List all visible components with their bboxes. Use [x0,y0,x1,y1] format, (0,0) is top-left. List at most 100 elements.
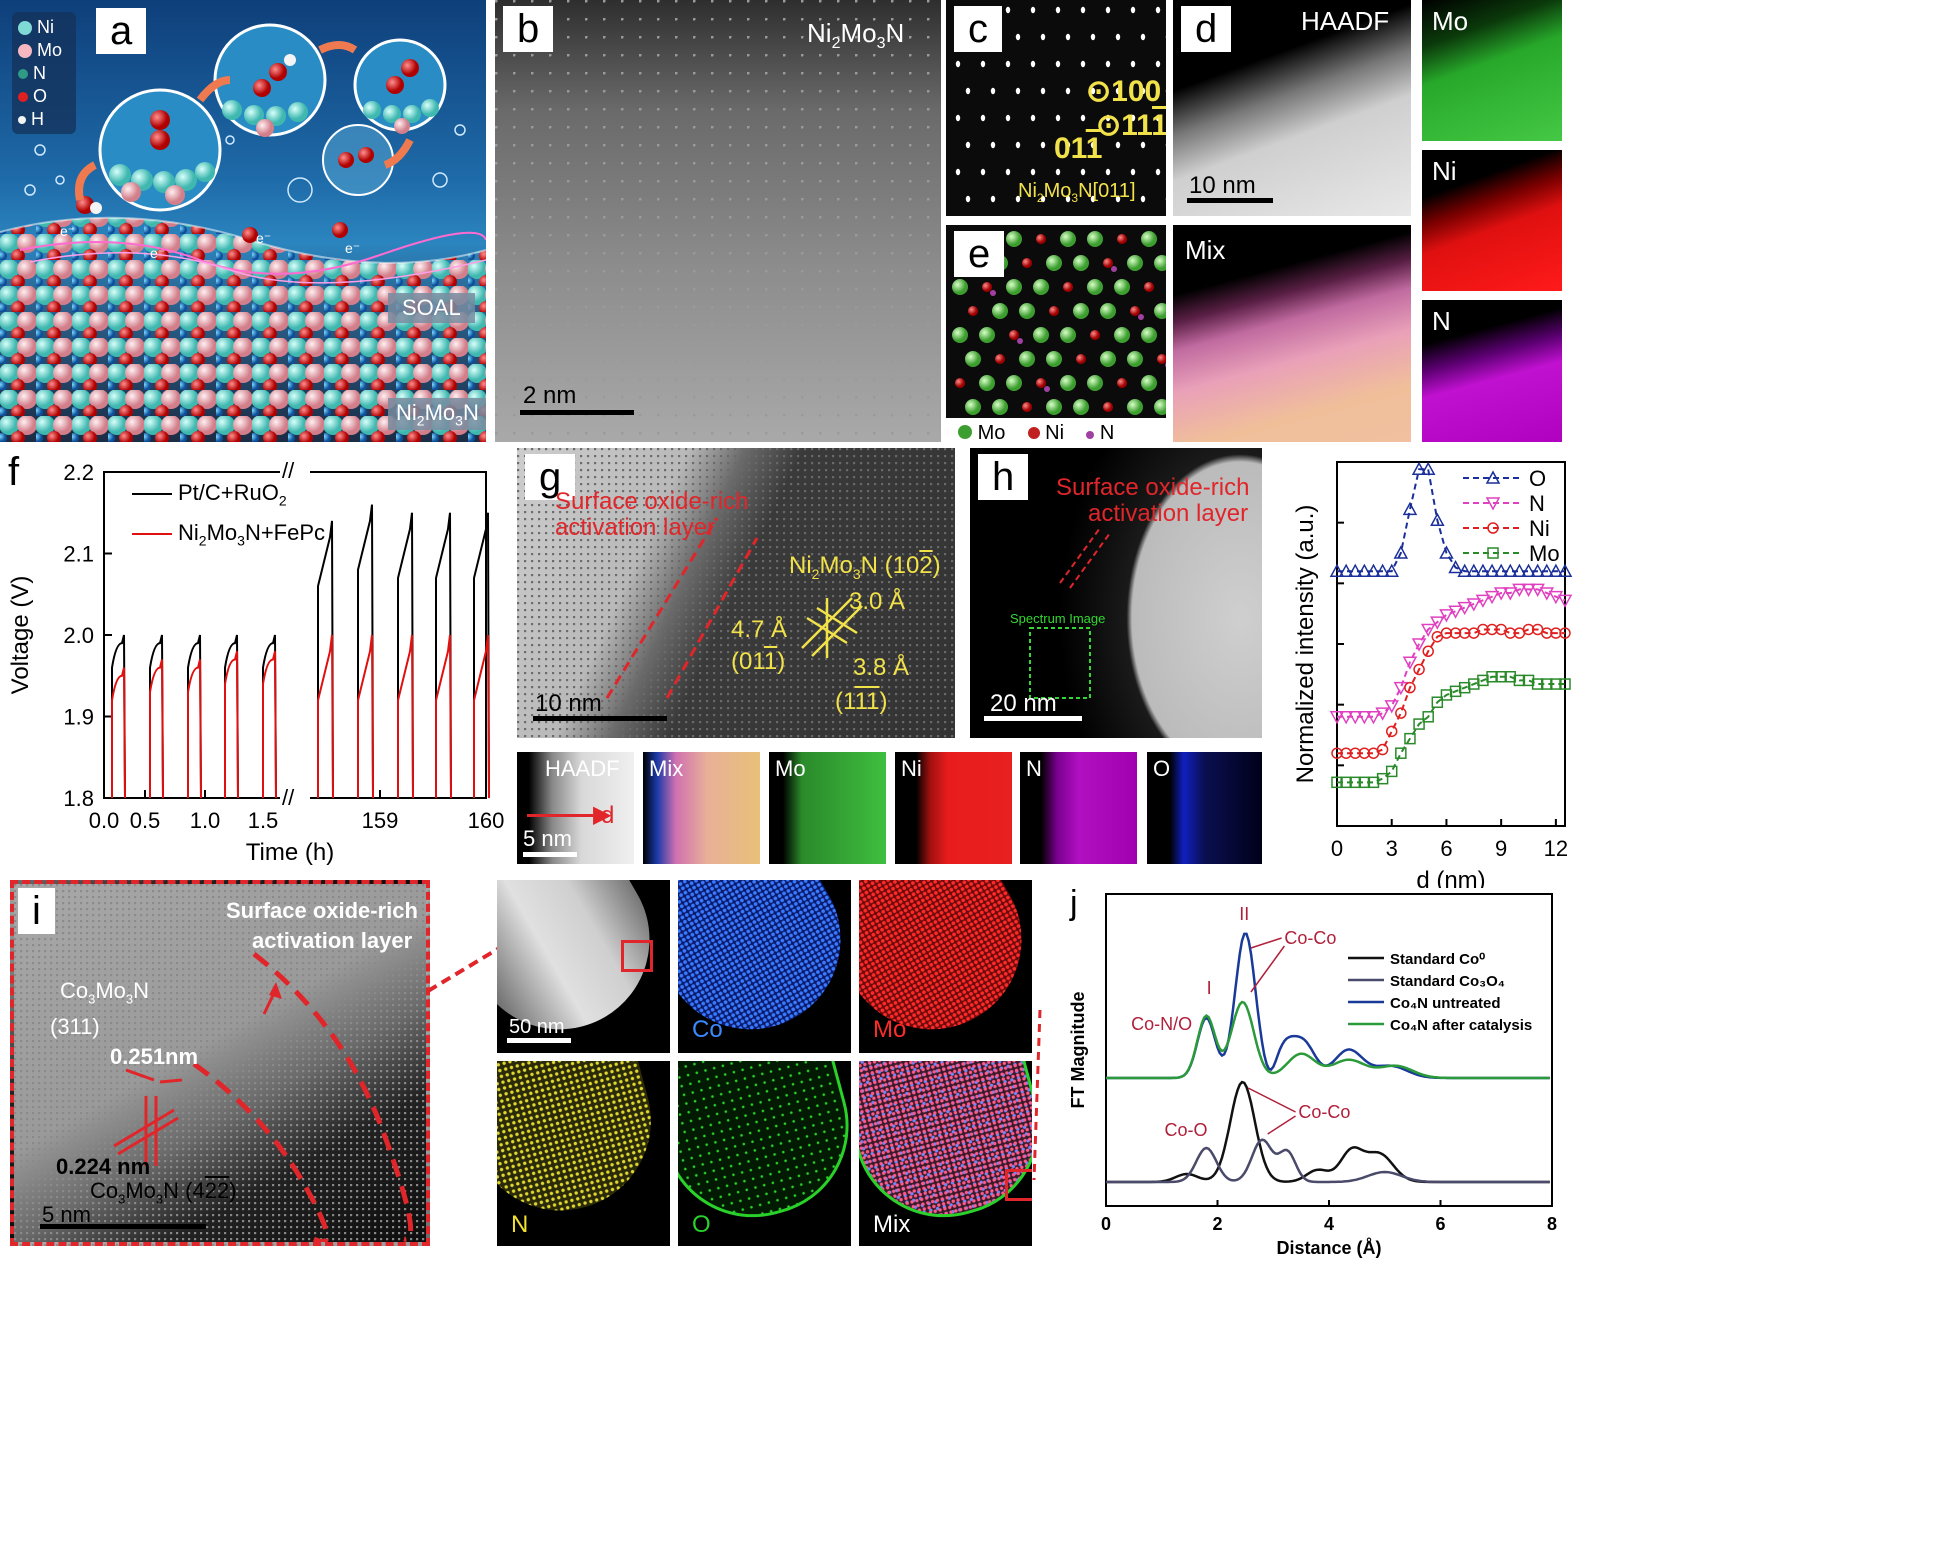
data-point [1396,748,1406,758]
spacing-label-1: 0.251nm [110,1044,198,1070]
eds-haadf: 50 nm [497,880,670,1053]
spot-01-1: 011 [1054,132,1102,166]
diffraction-spot [1131,169,1135,175]
x-tick-label: 1.5 [248,808,279,833]
pulse-line [318,635,333,798]
pulse-line [188,659,201,798]
panel-d-haadf: d HAADF 10 nm [1173,0,1411,216]
scale-label: 50 nm [509,1016,565,1039]
eds-map-co: Co [678,880,851,1053]
electron-label: e⁻ [256,230,271,247]
mo-atom [1006,375,1022,391]
y-tick-label: 2.2 [63,460,94,485]
row-map-mix: Mix [643,752,760,864]
annotation-arrow [1251,946,1284,992]
pulse-line [225,651,238,798]
diffraction-spot [1031,115,1035,121]
hkl-label-1: (311) [50,1014,100,1040]
spot-11-1: ⊙111 [1096,108,1166,143]
co-co-label-top: Co-Co [1284,928,1336,948]
map-label: O [692,1211,711,1239]
d-arrow [527,814,593,817]
panel-label: i [18,888,55,934]
diffraction-spot [1091,34,1095,40]
d-spacing-1: 3.0 Å [849,588,905,616]
pulse-line [358,635,373,798]
hkl-label-2: (111) [835,688,887,716]
diffraction-spot [1016,88,1020,94]
panel-i: i Surface oxide-rich activation layer Co… [10,880,430,1246]
diffraction-spot [966,196,970,202]
eds-map-n: N [1422,300,1562,442]
ni-atom [1103,258,1113,268]
eds-map-mo: Mo [1422,0,1562,141]
ni-atom [1157,354,1166,364]
mo-atom [1114,279,1130,295]
mo-atom [1060,327,1076,343]
annotation-arrow [1248,1088,1295,1112]
mo-atom [1060,231,1076,247]
diffraction-spot [1056,61,1060,67]
map-label: Co [692,1016,723,1044]
y-tick-label: 2.1 [63,542,94,567]
map-label: Mix [873,1211,910,1239]
diffraction-spot [1031,7,1035,13]
diffraction-spot [981,61,985,67]
x-tick-label: 4 [1324,1214,1334,1234]
mo-atom [1114,327,1130,343]
x-tick-label: 6 [1440,836,1452,861]
nanorod-map [497,1061,670,1231]
diffraction-spot [1041,88,1045,94]
electron-label: e⁻ [345,240,360,257]
diffraction-spot [1106,61,1110,67]
ni-atom [1009,330,1019,340]
panel-label: e [954,231,1004,277]
data-point [1387,726,1397,736]
ni-atom [1022,258,1032,268]
scale-label: 5 nm [523,826,572,852]
soal-tag: SOAL [388,293,475,323]
diffraction-spot [1131,7,1135,13]
diffraction-spot [1016,142,1020,148]
legend-label: Ni [1529,516,1550,541]
pulse-line [263,635,276,798]
phase-label: Ni2Mo3N (102) [789,552,941,582]
mo-atom [1033,327,1049,343]
legend-ni: Ni [18,17,54,38]
diffraction-spot [966,88,970,94]
phase-title: Ni2Mo3N [807,18,904,53]
diffraction-spot [1056,115,1060,121]
map-label: Mo [775,756,806,782]
eds-map-mix: Mix [859,1061,1032,1246]
panel-h: h Surface oxide-rich activation layer Sp… [970,448,1262,738]
diffraction-spot [1031,169,1035,175]
y-axis-title: Normalized intensity (a.u.) [1292,505,1319,784]
ni-atom [1117,234,1127,244]
peak-label-i: I [1207,978,1212,998]
scale-label: 20 nm [990,690,1057,718]
mo-atom [1154,255,1166,271]
map-label: N [511,1211,528,1239]
diffraction-spot [1006,61,1010,67]
legend-h: H [18,109,44,130]
diffraction-spot [1106,7,1110,13]
co-o-label: Co-O [1165,1120,1208,1140]
zoom-connector [428,936,508,996]
n-atom [990,290,996,296]
panel-label: h [978,454,1028,500]
data-point [1378,745,1388,755]
ni-atom [1117,378,1127,388]
scale-label: 10 nm [535,690,602,718]
diffraction-spot [1106,169,1110,175]
legend-label: Standard Co⁰ [1390,951,1485,968]
mo-atom [1127,399,1143,415]
ni-atom [955,378,965,388]
diffraction-spot [1131,61,1135,67]
mo-atom [1087,231,1103,247]
mo-atom [1019,351,1035,367]
row-map-ni: Ni [895,752,1012,864]
legend-label: Co₄N after catalysis [1390,1017,1532,1034]
panel-label: c [954,6,1002,52]
